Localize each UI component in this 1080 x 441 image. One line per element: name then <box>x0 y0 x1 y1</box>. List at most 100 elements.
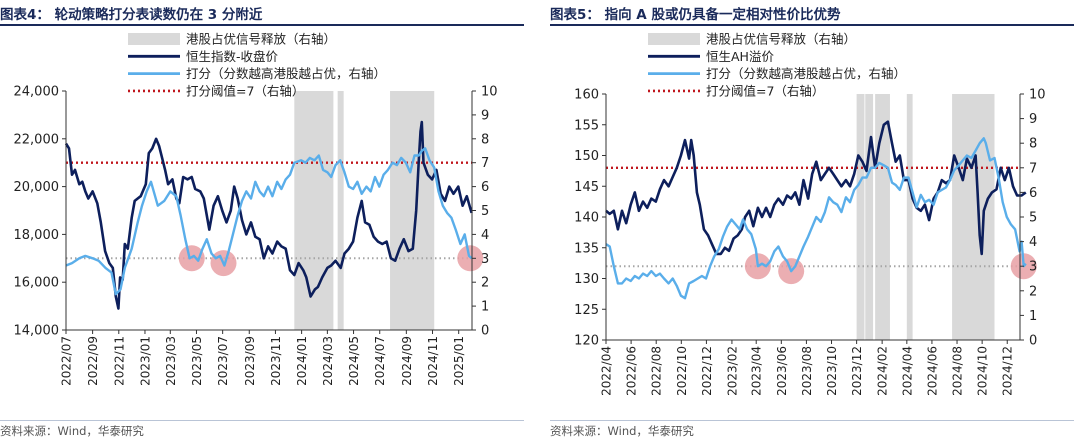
y-left-tick-label: 24,000 <box>14 85 60 100</box>
signal-band <box>875 94 890 340</box>
x-tick-label: 2024/05 <box>347 336 361 386</box>
y-right-tick-label: 8 <box>481 132 489 147</box>
y-right-tick-label: 0 <box>481 324 489 339</box>
series-line-score <box>605 137 1027 300</box>
y-right-tick-label: 5 <box>1029 211 1037 226</box>
x-tick-label: 2024/04 <box>900 346 914 396</box>
y-right-tick-label: 7 <box>1029 161 1037 176</box>
y-right-tick-label: 8 <box>1029 137 1037 152</box>
x-tick-label: 2023/09 <box>243 336 257 386</box>
y-right-tick-label: 2 <box>481 276 489 291</box>
y-right-tick-label: 2 <box>1029 284 1037 299</box>
x-tick-label: 2024/01 <box>295 336 309 386</box>
x-tick-label: 2023/03 <box>164 336 178 386</box>
y-right-tick-label: 3 <box>481 252 489 267</box>
y-right-tick-label: 6 <box>1029 186 1037 201</box>
y-left-tick-label: 150 <box>574 149 599 164</box>
x-tick-label: 2024/11 <box>426 336 440 386</box>
signal-band <box>865 94 874 340</box>
x-tick-label: 2023/02 <box>725 346 739 396</box>
signal-band <box>337 91 344 330</box>
title-rule <box>550 24 1074 26</box>
y-right-tick-label: 5 <box>481 204 489 219</box>
legend-swatch-shade <box>128 33 180 45</box>
x-tick-label: 2025/01 <box>452 336 466 386</box>
legend-label: 打分（分数越高港股越占优，右轴） <box>706 66 906 81</box>
x-tick-label: 2024/08 <box>951 346 965 396</box>
x-tick-label: 2023/12 <box>850 346 864 396</box>
x-tick-label: 2022/09 <box>86 336 100 386</box>
legend-label: 港股占优信号释放（右轴） <box>186 32 336 47</box>
x-tick-label: 2024/07 <box>373 336 387 386</box>
y-right-tick-label: 1 <box>481 300 489 315</box>
y-right-tick-label: 3 <box>1029 260 1037 275</box>
signal-band <box>294 91 334 330</box>
legend-swatch-shade <box>648 33 700 45</box>
chart-title: 图表4： 轮动策略打分表读数仍在 3 分附近 <box>0 7 263 23</box>
y-left-tick-label: 14,000 <box>14 324 60 339</box>
title-rule <box>0 24 524 26</box>
signal-band <box>856 94 865 340</box>
y-left-tick-label: 145 <box>574 180 599 195</box>
legend-label: 恒生AH溢价 <box>706 49 774 64</box>
x-tick-label: 2023/08 <box>800 346 814 396</box>
legend-label: 打分阈值=7（右轴） <box>706 83 824 98</box>
y-left-tick-label: 20,000 <box>14 180 60 195</box>
chart-title: 图表5： 指向 A 股或仍具备一定相对性价比优势 <box>550 7 841 23</box>
x-tick-label: 2022/04 <box>600 346 614 396</box>
y-left-tick-label: 18,000 <box>14 228 60 243</box>
y-right-tick-label: 4 <box>1029 235 1037 250</box>
y-right-tick-label: 6 <box>481 180 489 195</box>
x-tick-label: 2024/09 <box>400 336 414 386</box>
x-tick-label: 2023/01 <box>138 336 152 386</box>
x-tick-label: 2024/12 <box>1001 346 1015 396</box>
signal-shading <box>856 94 995 340</box>
y-left-tick-label: 135 <box>574 241 599 256</box>
chart-svg: 14,000 16,000 18,000 20,000 22,000 24,000 0 1 2 3… <box>14 32 498 386</box>
series-line-primary <box>64 120 473 310</box>
series-line-score <box>65 147 473 296</box>
y-left-tick-label: 130 <box>574 272 599 287</box>
series-line-primary <box>605 120 1027 256</box>
x-tick-label: 2022/10 <box>675 346 689 396</box>
legend-label: 港股占优信号释放（右轴） <box>706 32 856 47</box>
y-left-tick-label: 22,000 <box>14 132 60 147</box>
y-left-tick-label: 125 <box>574 303 599 318</box>
y-left-tick-label: 120 <box>574 334 599 349</box>
x-tick-label: 2023/07 <box>216 336 230 386</box>
y-right-tick-label: 10 <box>481 85 498 100</box>
y-right-tick-label: 0 <box>1029 334 1037 349</box>
x-tick-label: 2024/03 <box>321 336 335 386</box>
x-tick-label: 2023/10 <box>825 346 839 396</box>
signal-band <box>390 91 435 330</box>
x-tick-label: 2024/02 <box>876 346 890 396</box>
source-note: 资料来源：Wind，华泰研究 <box>0 424 144 438</box>
x-tick-label: 2023/05 <box>190 336 204 386</box>
x-tick-label: 2022/11 <box>112 336 126 386</box>
x-tick-label: 2023/04 <box>750 346 764 396</box>
x-tick-label: 2023/06 <box>775 346 789 396</box>
x-tick-label: 2022/08 <box>650 346 664 396</box>
y-right-tick-label: 1 <box>1029 309 1037 324</box>
x-tick-label: 2022/06 <box>625 346 639 396</box>
y-left-tick-label: 16,000 <box>14 276 60 291</box>
source-rule <box>0 420 524 421</box>
y-right-tick-label: 7 <box>481 156 489 171</box>
y-right-tick-label: 10 <box>1029 88 1046 103</box>
y-left-tick-label: 140 <box>574 211 599 226</box>
chart-panel-right: 图表5： 指向 A 股或仍具备一定相对性价比优势 120 125 130 135 140… <box>550 0 1080 441</box>
legend-label: 打分阈值=7（右轴） <box>186 83 304 98</box>
chart-svg: 120 125 130 135 140 145 150 155 160 0 1 2 3 4 5 6 7 8 9 10 2… <box>574 32 1046 396</box>
signal-band <box>952 94 995 340</box>
y-right-tick-label: 4 <box>481 228 489 243</box>
signal-band <box>906 94 913 340</box>
x-tick-label: 2024/10 <box>976 346 990 396</box>
chart-panel-left: 图表4： 轮动策略打分表读数仍在 3 分附近 14,000 16,000 18,00… <box>0 0 530 441</box>
x-tick-label: 2022/12 <box>700 346 714 396</box>
source-note: 资料来源：Wind，华泰研究 <box>550 424 694 438</box>
legend-label: 打分（分数越高港股越占优，右轴） <box>186 66 386 81</box>
x-tick-label: 2023/11 <box>269 336 283 386</box>
legend-label: 恒生指数-收盘价 <box>186 49 279 64</box>
